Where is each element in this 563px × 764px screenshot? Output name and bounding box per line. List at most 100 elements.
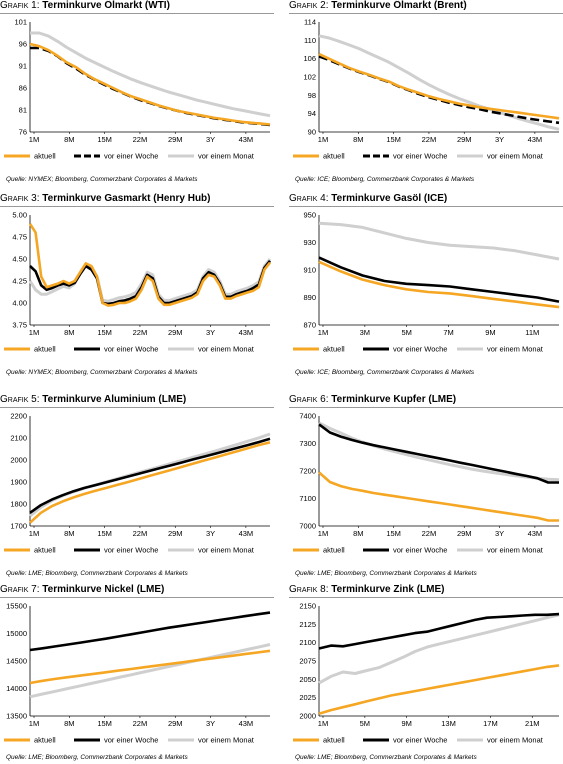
- x-tick-label: 9M: [401, 719, 411, 728]
- chart-source: Quelle: LME; Bloomberg, Commerzbank Corp…: [295, 754, 477, 761]
- chart-panel-g8: Grafik 8: Terminkurve Zink (LME) 2000 202…: [289, 584, 563, 764]
- x-tick-label: 43M: [239, 135, 254, 144]
- chart-source: Quelle: LME; Bloomberg, Commerzbank Corp…: [6, 570, 188, 577]
- y-tick-label: 15000: [6, 629, 27, 638]
- series-line-vor-einem-monat: [30, 31, 271, 118]
- x-tick-label: 22M: [133, 529, 148, 538]
- legend-label: vor einer Woche: [104, 546, 158, 555]
- y-tick-label: 86: [19, 84, 27, 93]
- x-tick-label: 7M: [443, 328, 453, 337]
- y-tick-label: 13500: [6, 712, 27, 721]
- x-tick-label: 43M: [239, 529, 254, 538]
- y-tick-label: 910: [303, 266, 316, 275]
- y-tick-label: 870: [303, 321, 316, 330]
- legend-label: vor einem Monat: [198, 546, 255, 555]
- legend-label: aktuell: [323, 345, 345, 354]
- y-tick-label: 91: [19, 62, 27, 71]
- legend-label: vor einer Woche: [104, 152, 158, 161]
- x-tick-label: 1M: [318, 135, 328, 144]
- y-tick-label: 114: [304, 18, 316, 27]
- y-tick-label: 2000: [10, 456, 27, 465]
- chart-svg-g2: 90 94 98 102 106 110 114 1M 8M 15M 22M 29M 3Y 43M aktu…: [293, 18, 560, 161]
- x-tick-label: 1M: [29, 328, 39, 337]
- x-tick-label: 22M: [133, 135, 148, 144]
- legend-label: vor einer Woche: [104, 736, 158, 745]
- y-tick-label: 2150: [299, 602, 316, 611]
- x-tick-label: 3Y: [206, 135, 215, 144]
- chart-svg-g3: 3.75 4.00 4.25 4.50 4.75 5.00 1M 8M 15M 22M 29M 3Y 4…: [4, 211, 272, 354]
- y-tick-label: 15500: [6, 602, 27, 611]
- series-line-aktuell: [28, 223, 272, 307]
- x-tick-label: 22M: [422, 529, 437, 538]
- legend-label: vor einer Woche: [104, 345, 158, 354]
- legend-label: vor einer Woche: [393, 546, 447, 555]
- y-tick-label: 930: [303, 238, 316, 247]
- x-tick-label: 1M: [318, 719, 328, 728]
- legend-label: vor einem Monat: [198, 736, 255, 745]
- y-tick-label: 4.25: [12, 277, 27, 286]
- series-line-vor-einer-woche: [318, 256, 560, 303]
- series-line-aktuell: [318, 471, 559, 522]
- x-tick-label: 29M: [168, 719, 183, 728]
- series-line-aktuell: [318, 260, 560, 309]
- y-tick-label: 2100: [10, 434, 27, 443]
- chart-svg-g7: 13500 14000 14500 15000 15500 1M 8M 15M 22M 29M 3Y…: [4, 602, 271, 745]
- y-tick-label: 3.75: [12, 321, 27, 330]
- chart-title: Grafik 6: Terminkurve Kupfer (LME): [289, 394, 457, 405]
- chart-panel-g2: Grafik 2: Terminkurve Ölmarkt (Brent) 90…: [289, 0, 563, 190]
- x-tick-label: 3M: [360, 328, 370, 337]
- x-tick-label: 1M: [29, 529, 39, 538]
- x-tick-label: 43M: [239, 719, 254, 728]
- y-tick-label: 1900: [10, 478, 27, 487]
- legend-label: aktuell: [34, 546, 56, 555]
- x-tick-label: 15M: [386, 529, 401, 538]
- x-tick-label: 29M: [457, 529, 472, 538]
- y-tick-label: 5.00: [12, 211, 27, 220]
- x-tick-label: 17M: [483, 719, 498, 728]
- series-line-vor-einem-monat: [318, 34, 560, 131]
- y-tick-label: 7100: [299, 494, 316, 503]
- y-tick-label: 14500: [6, 657, 27, 666]
- y-tick-label: 2200: [10, 412, 27, 421]
- x-tick-label: 1M: [318, 529, 328, 538]
- series-line-aktuell: [29, 441, 271, 524]
- series-line-vor-einer-woche: [318, 612, 560, 650]
- chart-source: Quelle: ICE; Bloomberg, Commerzbank Corp…: [295, 369, 475, 376]
- chart-svg-g1: 76 81 86 91 96 101 1M 8M 15M 22M 29M 3Y 43M aktuell vo…: [4, 18, 271, 161]
- x-tick-label: 13M: [441, 719, 456, 728]
- x-tick-label: 3Y: [206, 719, 215, 728]
- x-tick-label: 3Y: [206, 529, 215, 538]
- x-tick-label: 15M: [97, 328, 112, 337]
- chart-source: Quelle: LME; Bloomberg, Commerzbank Corp…: [295, 570, 477, 577]
- legend-label: aktuell: [323, 152, 345, 161]
- series-line-vor-einem-monat: [318, 421, 560, 482]
- legend-label: aktuell: [34, 345, 56, 354]
- y-tick-label: 110: [304, 36, 316, 45]
- chart-panel-g6: Grafik 6: Terminkurve Kupfer (LME) 7000 7…: [289, 394, 563, 584]
- y-tick-label: 76: [19, 128, 27, 137]
- x-tick-label: 8M: [64, 529, 74, 538]
- y-tick-label: 98: [308, 91, 316, 100]
- x-tick-label: 3Y: [495, 529, 504, 538]
- x-tick-label: 5M: [360, 719, 370, 728]
- x-tick-label: 15M: [97, 719, 112, 728]
- series-line-vor-einer-woche: [29, 437, 271, 514]
- series-line-aktuell: [318, 664, 560, 716]
- chart-panel-g7: Grafik 7: Terminkurve Nickel (LME) 13500…: [0, 584, 274, 764]
- chart-title: Grafik 7: Terminkurve Nickel (LME): [0, 584, 165, 595]
- chart-title: Grafik 5: Terminkurve Aluminium (LME): [0, 394, 187, 405]
- series-line-vor-einem-monat: [29, 643, 271, 699]
- x-tick-label: 1M: [318, 328, 328, 337]
- x-tick-label: 22M: [133, 719, 148, 728]
- y-tick-label: 96: [19, 40, 27, 49]
- chart-title: Grafik 8: Terminkurve Zink (LME): [289, 584, 445, 595]
- chart-source: Quelle: ICE; Bloomberg, Commerzbank Corp…: [295, 176, 475, 183]
- legend-label: aktuell: [323, 736, 345, 745]
- x-tick-label: 43M: [239, 328, 254, 337]
- series-line-vor-einem-monat: [318, 221, 560, 261]
- y-tick-label: 1800: [10, 500, 27, 509]
- x-tick-label: 1M: [29, 719, 39, 728]
- chart-source: Quelle: LME; Bloomberg, Commerzbank Corp…: [6, 754, 188, 761]
- y-tick-label: 890: [303, 293, 316, 302]
- y-tick-label: 2050: [299, 675, 316, 684]
